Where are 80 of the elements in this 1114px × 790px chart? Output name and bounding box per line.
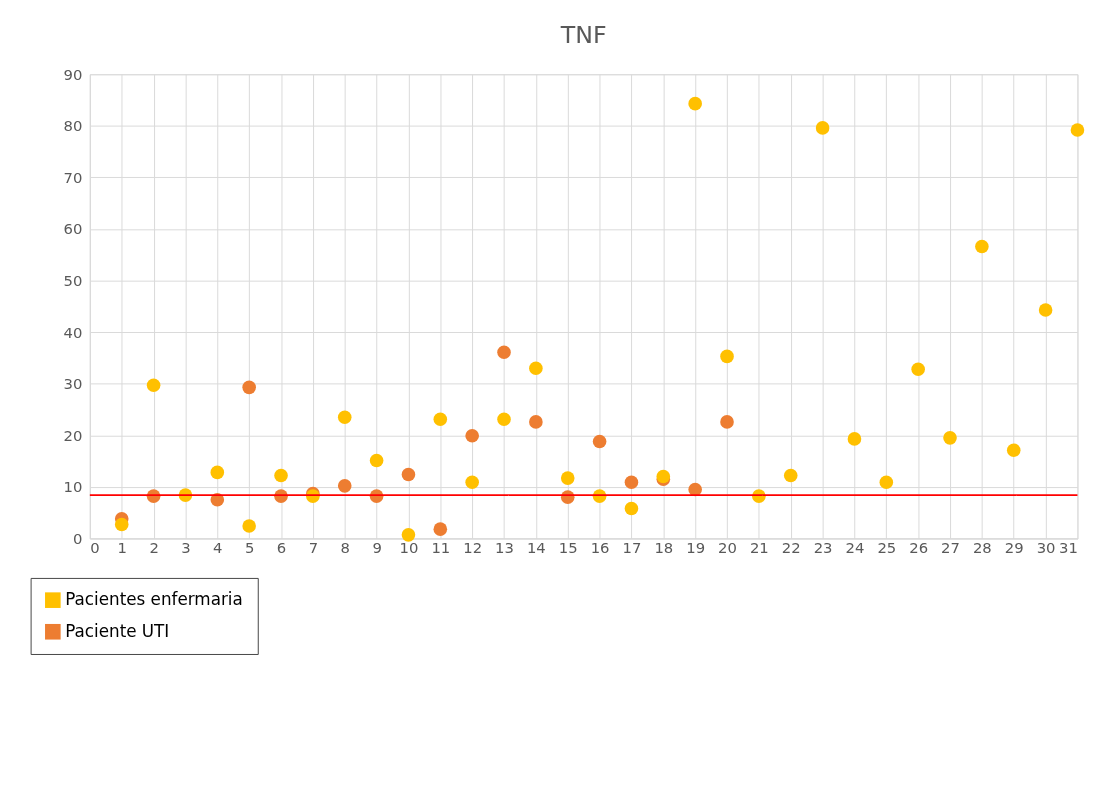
point bbox=[975, 239, 989, 254]
x-tick-label: 26 bbox=[909, 538, 929, 556]
x-tick-label: 8 bbox=[340, 538, 350, 556]
point bbox=[879, 475, 894, 490]
x-tick-label: 9 bbox=[372, 538, 382, 556]
point bbox=[529, 361, 543, 376]
point bbox=[847, 432, 862, 446]
x-tick-label: 5 bbox=[244, 538, 255, 556]
x-tick-label: 29 bbox=[1004, 538, 1024, 556]
point bbox=[114, 517, 129, 532]
x-tick-label: 16 bbox=[590, 538, 610, 556]
point bbox=[624, 501, 639, 516]
legend-label: Pacientes enfermaria bbox=[65, 589, 243, 610]
y-tick-label: 10 bbox=[63, 478, 83, 496]
point bbox=[688, 96, 702, 111]
point bbox=[433, 522, 448, 536]
point bbox=[337, 479, 352, 493]
point bbox=[529, 415, 543, 429]
y-tick-label: 80 bbox=[63, 117, 83, 135]
x-tick-label: 31 bbox=[1059, 538, 1078, 556]
y-tick-label: 60 bbox=[63, 220, 83, 238]
point bbox=[1006, 443, 1021, 458]
x-tick-label: 10 bbox=[399, 538, 419, 556]
x-tick-label: 22 bbox=[781, 538, 801, 556]
x-tick-label: 23 bbox=[813, 538, 833, 556]
x-tick-label: 0 bbox=[90, 538, 100, 556]
point bbox=[369, 453, 384, 468]
y-tick-label: 40 bbox=[63, 323, 83, 341]
chart-title: TNF bbox=[559, 20, 607, 49]
x-tick-label: 24 bbox=[845, 538, 865, 556]
point bbox=[943, 431, 957, 445]
point bbox=[146, 378, 161, 393]
point bbox=[560, 471, 575, 485]
x-tick-label: 12 bbox=[463, 538, 483, 556]
y-tick-label: 30 bbox=[63, 375, 83, 393]
point bbox=[592, 434, 607, 449]
x-tick-label: 2 bbox=[149, 538, 159, 556]
point bbox=[497, 345, 511, 360]
x-tick-label: 19 bbox=[686, 538, 706, 556]
x-tick-label: 15 bbox=[558, 538, 578, 556]
point bbox=[465, 475, 479, 490]
point bbox=[401, 528, 416, 542]
x-tick-label: 27 bbox=[941, 538, 960, 556]
x-tick-label: 21 bbox=[749, 538, 769, 556]
x-tick-label: 3 bbox=[181, 538, 191, 556]
point bbox=[242, 519, 256, 533]
y-tick-label: 70 bbox=[63, 168, 83, 186]
x-tick-label: 13 bbox=[495, 538, 514, 556]
legend-label: Paciente UTI bbox=[65, 620, 170, 641]
point bbox=[1038, 303, 1053, 317]
x-tick-label: 28 bbox=[972, 538, 992, 556]
point bbox=[465, 429, 479, 443]
y-tick-label: 20 bbox=[63, 426, 83, 444]
point bbox=[911, 362, 925, 377]
point bbox=[210, 465, 225, 480]
y-tick-label: 90 bbox=[63, 65, 83, 83]
point bbox=[274, 468, 288, 483]
point bbox=[815, 121, 830, 135]
x-tick-label: 1 bbox=[117, 538, 127, 556]
x-tick-label: 4 bbox=[213, 538, 223, 556]
point bbox=[401, 467, 416, 482]
x-tick-label: 6 bbox=[276, 538, 287, 556]
point bbox=[242, 380, 256, 395]
point bbox=[783, 468, 798, 483]
point bbox=[433, 412, 448, 427]
x-tick-label: 17 bbox=[622, 538, 642, 556]
point bbox=[337, 410, 352, 425]
point bbox=[1070, 123, 1085, 137]
point bbox=[720, 415, 734, 429]
x-tick-label: 30 bbox=[1036, 538, 1056, 556]
x-tick-label: 18 bbox=[654, 538, 674, 556]
x-tick-label: 11 bbox=[431, 538, 451, 556]
point bbox=[720, 349, 734, 364]
x-tick-label: 7 bbox=[308, 538, 319, 556]
point bbox=[624, 475, 639, 490]
x-tick-label: 14 bbox=[526, 538, 546, 556]
x-tick-label: 25 bbox=[877, 538, 897, 556]
y-tick-label: 50 bbox=[63, 272, 83, 289]
x-tick-label: 20 bbox=[718, 538, 737, 556]
point bbox=[497, 412, 511, 427]
